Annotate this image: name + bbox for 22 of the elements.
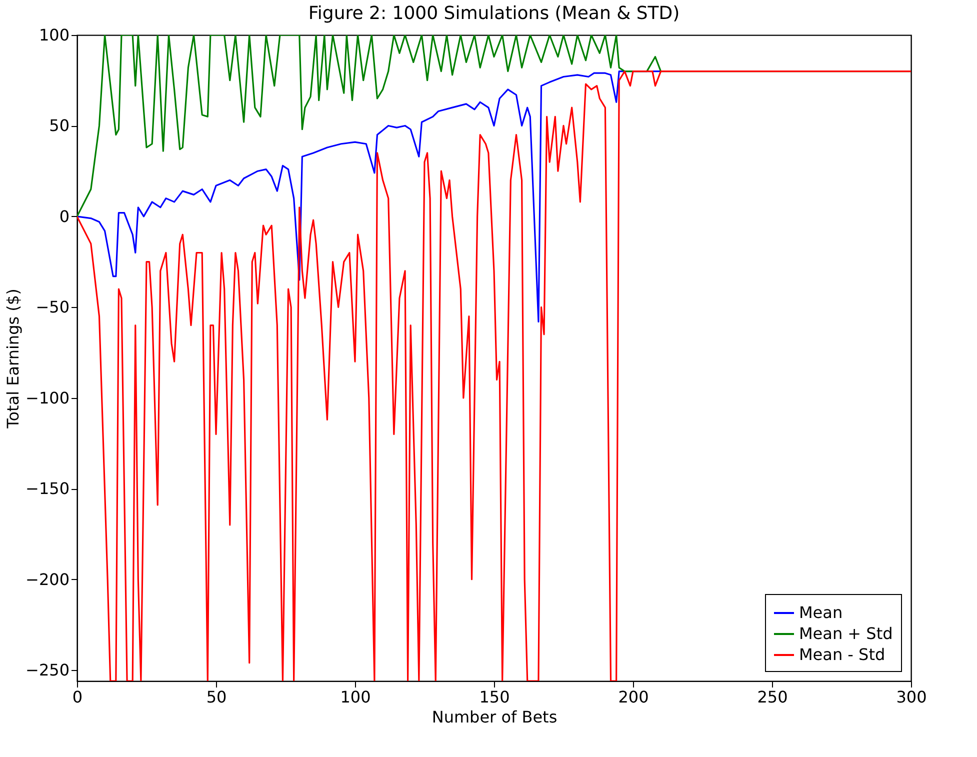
y-tick-label: −250 xyxy=(26,660,70,680)
y-tick-label: −200 xyxy=(26,570,70,589)
y-axis-title: Total Earnings ($) xyxy=(4,288,23,430)
y-tick-label: −150 xyxy=(26,479,70,498)
x-tick-label: 50 xyxy=(206,688,227,706)
x-tick-label: 200 xyxy=(618,688,649,706)
y-tick-label: −50 xyxy=(36,298,70,317)
x-tick-label: 250 xyxy=(757,688,788,706)
x-tick-label: 0 xyxy=(72,688,83,706)
y-tick-label: −100 xyxy=(26,388,70,408)
chart-title: Figure 2: 1000 Simulations (Mean & STD) xyxy=(308,3,680,24)
legend-label: Mean - Std xyxy=(799,645,886,664)
line-series xyxy=(77,70,662,323)
y-tick-label: 100 xyxy=(38,26,70,44)
legend-label: Mean xyxy=(799,603,843,622)
x-axis-title: Number of Bets xyxy=(432,708,558,726)
y-tick-label: 0 xyxy=(59,206,70,226)
x-tick-label: 150 xyxy=(479,688,510,706)
x-tick-label: 100 xyxy=(340,688,371,706)
x-tick-label: 300 xyxy=(896,688,927,706)
y-tick-label: 50 xyxy=(49,116,70,136)
legend-label: Mean + Std xyxy=(799,624,893,643)
